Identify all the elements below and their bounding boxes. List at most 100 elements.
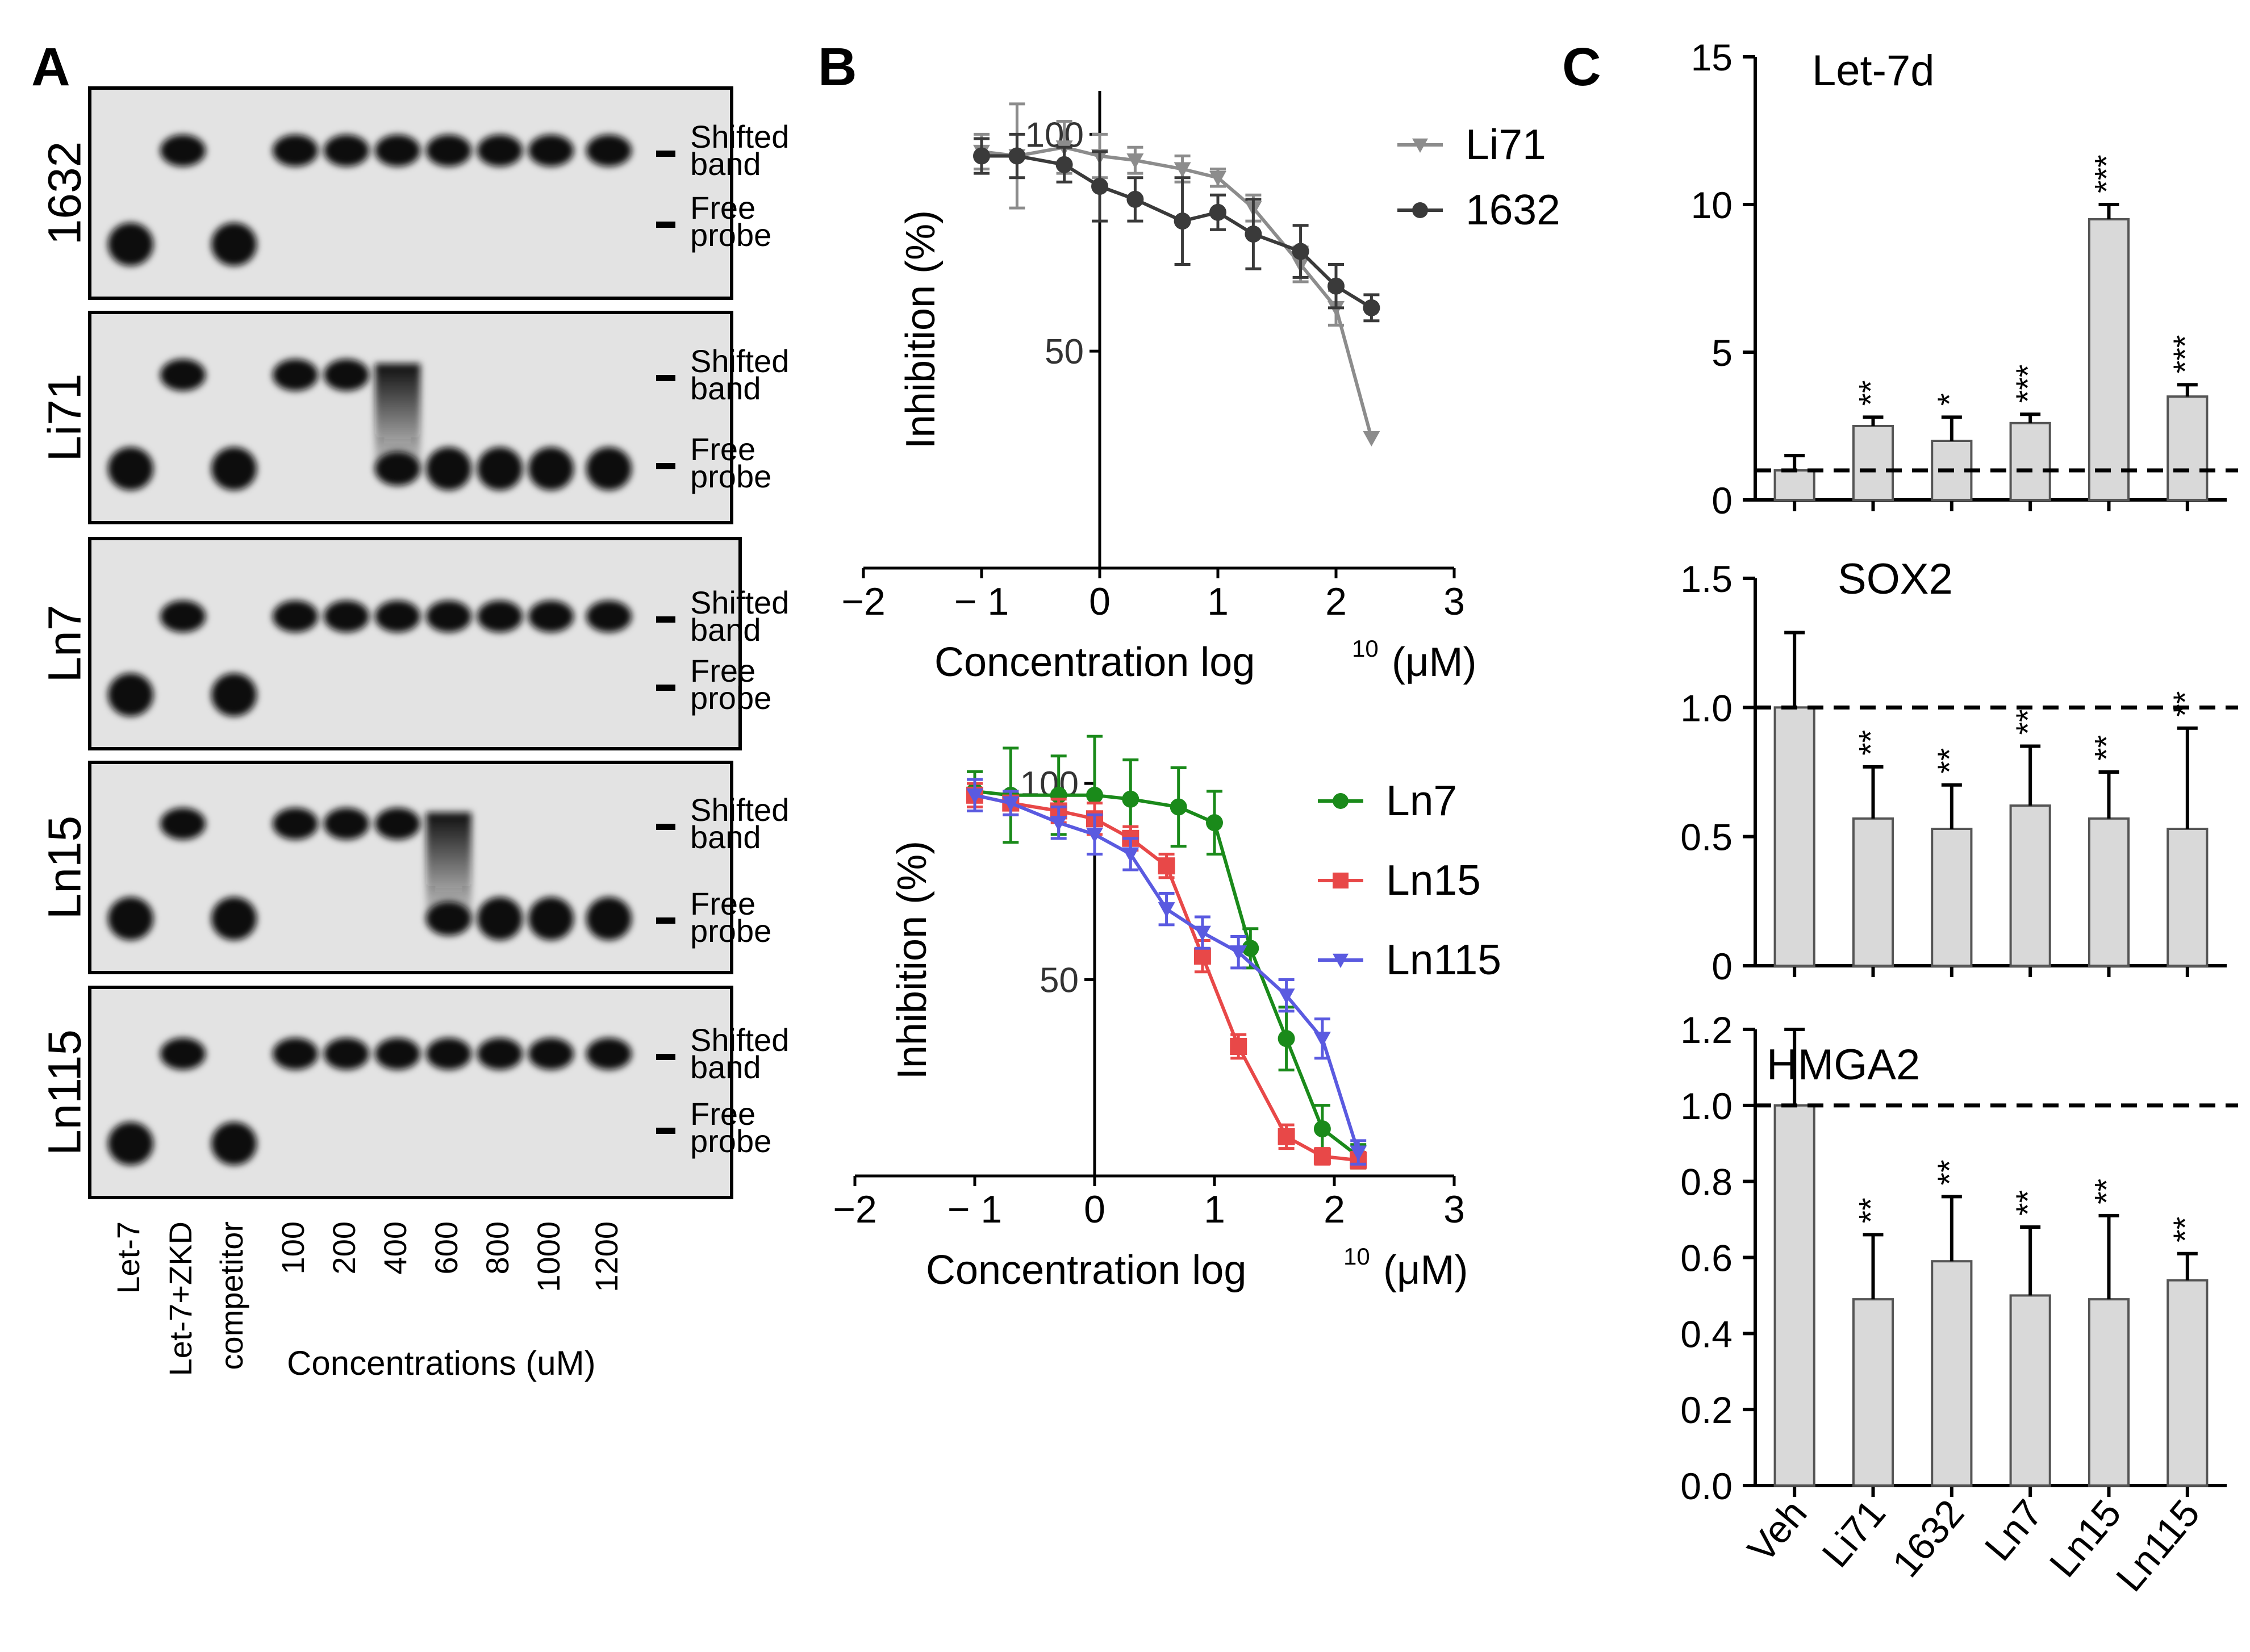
free-label: Free [690, 1096, 755, 1132]
gel-blot-box [88, 537, 742, 750]
gel-band-shifted [324, 808, 369, 840]
y-tick-label: 0.0 [1680, 1465, 1733, 1507]
data-point [973, 147, 990, 165]
gel-band-shifted [477, 135, 523, 166]
bar-li71 [1852, 817, 1894, 967]
data-point [1350, 1145, 1367, 1161]
shifted-band-tick [656, 824, 675, 830]
data-point [1230, 945, 1247, 961]
concentrations-label: Concentrations (uM) [287, 1344, 596, 1382]
gel-blot-label: Ln115 [39, 1029, 91, 1155]
gel-band-shifted [426, 600, 471, 632]
gel-blot-label: 1632 [39, 141, 91, 245]
y-tick-label: 1.0 [1680, 1085, 1733, 1127]
data-point [1126, 190, 1144, 208]
shifted-label: band [690, 612, 761, 648]
data-point [1174, 212, 1191, 230]
data-point [1209, 203, 1226, 221]
x-tick-label: 1 [1204, 1188, 1225, 1231]
shifted-label: band [690, 146, 761, 182]
gel-band-shifted [375, 600, 420, 632]
y-tick-label: 5 [1711, 332, 1733, 374]
gel-band-free [528, 447, 574, 490]
lane-label: 600 [428, 1221, 464, 1274]
data-point [1230, 1038, 1247, 1055]
bar-ln7 [2009, 1294, 2051, 1487]
data-point [1091, 178, 1108, 195]
data-point [1174, 162, 1191, 178]
y-tick-label: 0 [1711, 479, 1733, 522]
bar-1632 [1931, 828, 1973, 967]
free-probe-tick [656, 463, 675, 469]
data-point [1170, 798, 1187, 816]
bar-veh [1773, 469, 1815, 501]
significance-stars: *** [2167, 335, 2204, 373]
bar-ln15 [2088, 1298, 2130, 1487]
x-tick-label: − 1 [954, 580, 1009, 623]
bar-chart-sox2: 0 0.5 1.0 1.5 SOX2 ** ** ** ** ** [1680, 555, 2238, 987]
gel-blot-label: Li71 [39, 373, 91, 461]
data-point [1328, 277, 1345, 295]
gel-band-free [211, 223, 257, 266]
lane-label: 1000 [531, 1221, 566, 1292]
data-point [1122, 847, 1139, 863]
x-tick-label: −2 [833, 1188, 877, 1231]
gel-band-free [477, 897, 523, 940]
gel-band-free [426, 447, 471, 490]
y-tick-label: 100 [1020, 765, 1079, 804]
data-point [1086, 786, 1103, 804]
y-tick-label: 0.6 [1680, 1237, 1733, 1279]
data-point [1158, 902, 1175, 918]
gel-band-free [586, 447, 632, 490]
y-tick-label: 0.5 [1680, 816, 1733, 858]
significance-stars: ** [2010, 1190, 2047, 1216]
shifted-label: Shifted [690, 792, 789, 828]
gel-band-shifted [273, 359, 318, 391]
free-probe-tick [656, 1128, 675, 1134]
x-tick-label: −2 [841, 580, 886, 623]
lane-label: 800 [479, 1221, 515, 1274]
bar-veh [1773, 706, 1815, 967]
gel-band-shifted [160, 808, 206, 840]
gel-band-free [211, 1122, 257, 1165]
gel-blot-box [88, 986, 733, 1199]
data-point [1209, 170, 1226, 186]
gel-band-free [211, 447, 257, 490]
x-tick-label: 3 [1443, 580, 1465, 623]
x-tick-label: 2 [1325, 580, 1347, 623]
x-tick-label: 2 [1324, 1188, 1345, 1231]
data-point [1363, 431, 1380, 447]
data-point [1278, 1128, 1295, 1145]
gel-band-shifted [375, 135, 420, 166]
gel-band-shifted [477, 600, 523, 632]
lane-label: 100 [275, 1221, 311, 1274]
gel-band-free [108, 673, 153, 716]
shifted-label: band [690, 370, 761, 406]
data-point [1158, 857, 1175, 875]
free-probe-tick [656, 917, 675, 924]
y-tick-label: 1.2 [1680, 1009, 1733, 1051]
x-axis-unit: (μM) [1383, 1248, 1468, 1293]
gel-band-shifted [586, 1038, 632, 1070]
bar-ln15 [2088, 218, 2130, 501]
y-tick-label: 0.8 [1680, 1161, 1733, 1203]
significance-stars: ** [2167, 691, 2204, 717]
free-label: probe [690, 680, 771, 716]
gel-band-shifted [375, 808, 420, 840]
gel-band-shifted [273, 808, 318, 840]
gel-band-shifted [586, 135, 632, 166]
gel-band-free [211, 897, 257, 940]
significance-stars: ** [1853, 380, 1890, 406]
data-point [1313, 1032, 1331, 1048]
data-point [1278, 1030, 1295, 1048]
gel-blot-box [88, 761, 733, 974]
chart-title: Let-7d [1812, 47, 1935, 95]
bar-ln7 [2009, 422, 2051, 501]
gel-blot-label: Ln7 [39, 605, 91, 683]
data-point [1313, 1120, 1331, 1138]
data-point [1278, 988, 1295, 1004]
y-tick-label: 50 [1040, 961, 1079, 1000]
